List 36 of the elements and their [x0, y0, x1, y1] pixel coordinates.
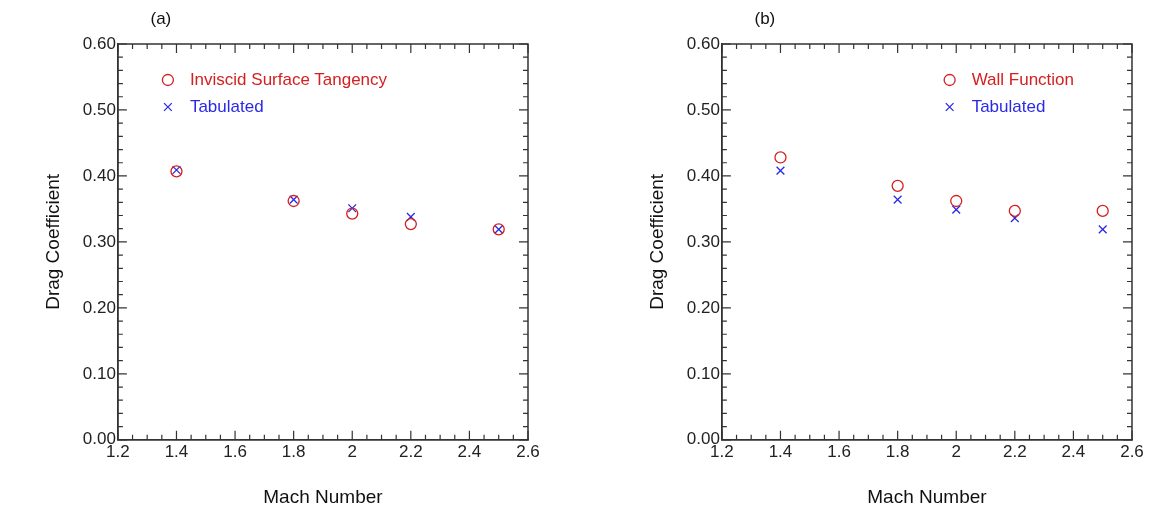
- y-tick-label: 0.10: [686, 363, 720, 383]
- legend-label: Inviscid Surface Tangency: [189, 69, 388, 89]
- y-tick-label: 0.30: [686, 231, 720, 251]
- x-tick-label: 1.8: [885, 441, 910, 461]
- x-tick-label: 2.4: [1061, 441, 1086, 461]
- y-axis-title: Drag Coefficient: [645, 173, 667, 310]
- x-tick-label: 1.8: [281, 441, 306, 461]
- x-tick-label: 2: [951, 441, 961, 461]
- x-axis-title: Mach Number: [263, 485, 384, 507]
- y-tick-label: 0.30: [82, 231, 116, 251]
- x-tick-label: 2.2: [1003, 441, 1027, 461]
- legend-label: Tabulated: [971, 96, 1046, 116]
- x-tick-label: 1.4: [164, 441, 189, 461]
- chart-title: (a): [150, 9, 172, 29]
- x-tick-label: 1.6: [827, 441, 851, 461]
- chart-title: (b): [754, 9, 776, 29]
- legend-label: Tabulated: [189, 96, 264, 116]
- x-axis-title: Mach Number: [867, 485, 988, 507]
- y-tick-label: 0.50: [686, 99, 720, 119]
- y-axis-title: Drag Coefficient: [41, 173, 63, 310]
- y-tick-label: 0.40: [686, 165, 720, 185]
- x-tick-label: 2.2: [399, 441, 423, 461]
- y-tick-label: 0.40: [82, 165, 116, 185]
- y-tick-label: 0.20: [82, 297, 116, 317]
- y-tick-label: 0.60: [686, 33, 720, 53]
- x-tick-label: 1.4: [768, 441, 793, 461]
- y-tick-label: 0.50: [82, 99, 116, 119]
- x-tick-label: 1.6: [223, 441, 247, 461]
- x-tick-label: 2.6: [1120, 441, 1144, 461]
- y-tick-label: 0.60: [82, 33, 116, 53]
- x-tick-label: 2.4: [457, 441, 482, 461]
- y-tick-label: 0.10: [82, 363, 116, 383]
- x-tick-label: 2.6: [516, 441, 540, 461]
- y-tick-label: 0.20: [686, 297, 720, 317]
- x-tick-label: 2: [347, 441, 357, 461]
- legend-label: Wall Function: [971, 69, 1075, 89]
